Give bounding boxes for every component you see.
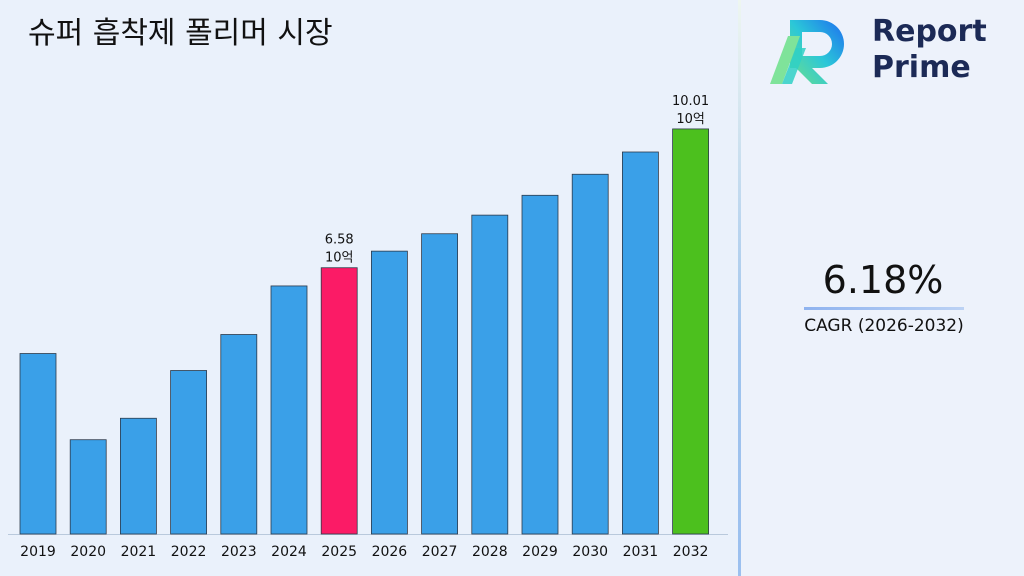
cagr-underline [804,307,964,310]
chart-title: 슈퍼 흡착제 폴리머 시장 [28,16,333,51]
x-tick-label-2027: 2027 [422,544,458,560]
bar-2032 [672,128,709,535]
logo-wordmark: Report Prime [872,14,987,86]
logo-line-report: Report [872,14,987,49]
x-tick-label-2023: 2023 [221,544,257,560]
bar-2028 [471,214,509,535]
x-tick-label-2028: 2028 [472,544,508,560]
data-label-value-2032: 10.01 [672,94,709,109]
x-tick-label-2022: 2022 [171,544,207,560]
bar-2029 [521,194,559,535]
x-tick-label-2030: 2030 [572,544,608,560]
report-prime-logo-icon [770,20,844,84]
x-tick-label-2029: 2029 [522,544,558,560]
bar-2019 [19,353,57,535]
bar-2022 [170,370,208,535]
x-tick-label-2024: 2024 [271,544,307,560]
bar-2026 [370,250,408,535]
bar-chart: 2019 2020 2021 2022 2023 2024 2025 6.58 10억 2026 2… [8,94,728,560]
bar-2021 [120,417,157,535]
x-tick-label-2020: 2020 [70,544,106,560]
bar-2020 [69,439,107,535]
bar-2023 [220,334,258,535]
cagr-value: 6.18% [822,258,944,302]
cagr-label: CAGR (2026-2032) [804,316,964,336]
x-tick-label-2026: 2026 [372,544,408,560]
bar-2031 [622,151,659,535]
data-label-value-2025: 6.58 [325,233,354,248]
bar-2025 [320,267,358,535]
x-tick-label-2021: 2021 [121,544,157,560]
data-label-unit-2025: 10억 [325,251,354,266]
logo-line-prime: Prime [872,50,971,85]
bar-2027 [421,233,459,535]
x-tick-label-2031: 2031 [623,544,659,560]
bar-2030 [571,173,609,535]
side-panel [741,0,1024,576]
x-tick-label-2025: 2025 [321,544,357,560]
bar-2024 [270,285,308,535]
x-tick-label-2019: 2019 [20,544,56,560]
x-tick-label-2032: 2032 [673,544,709,560]
data-label-unit-2032: 10억 [676,112,705,127]
panel-divider [738,0,741,576]
